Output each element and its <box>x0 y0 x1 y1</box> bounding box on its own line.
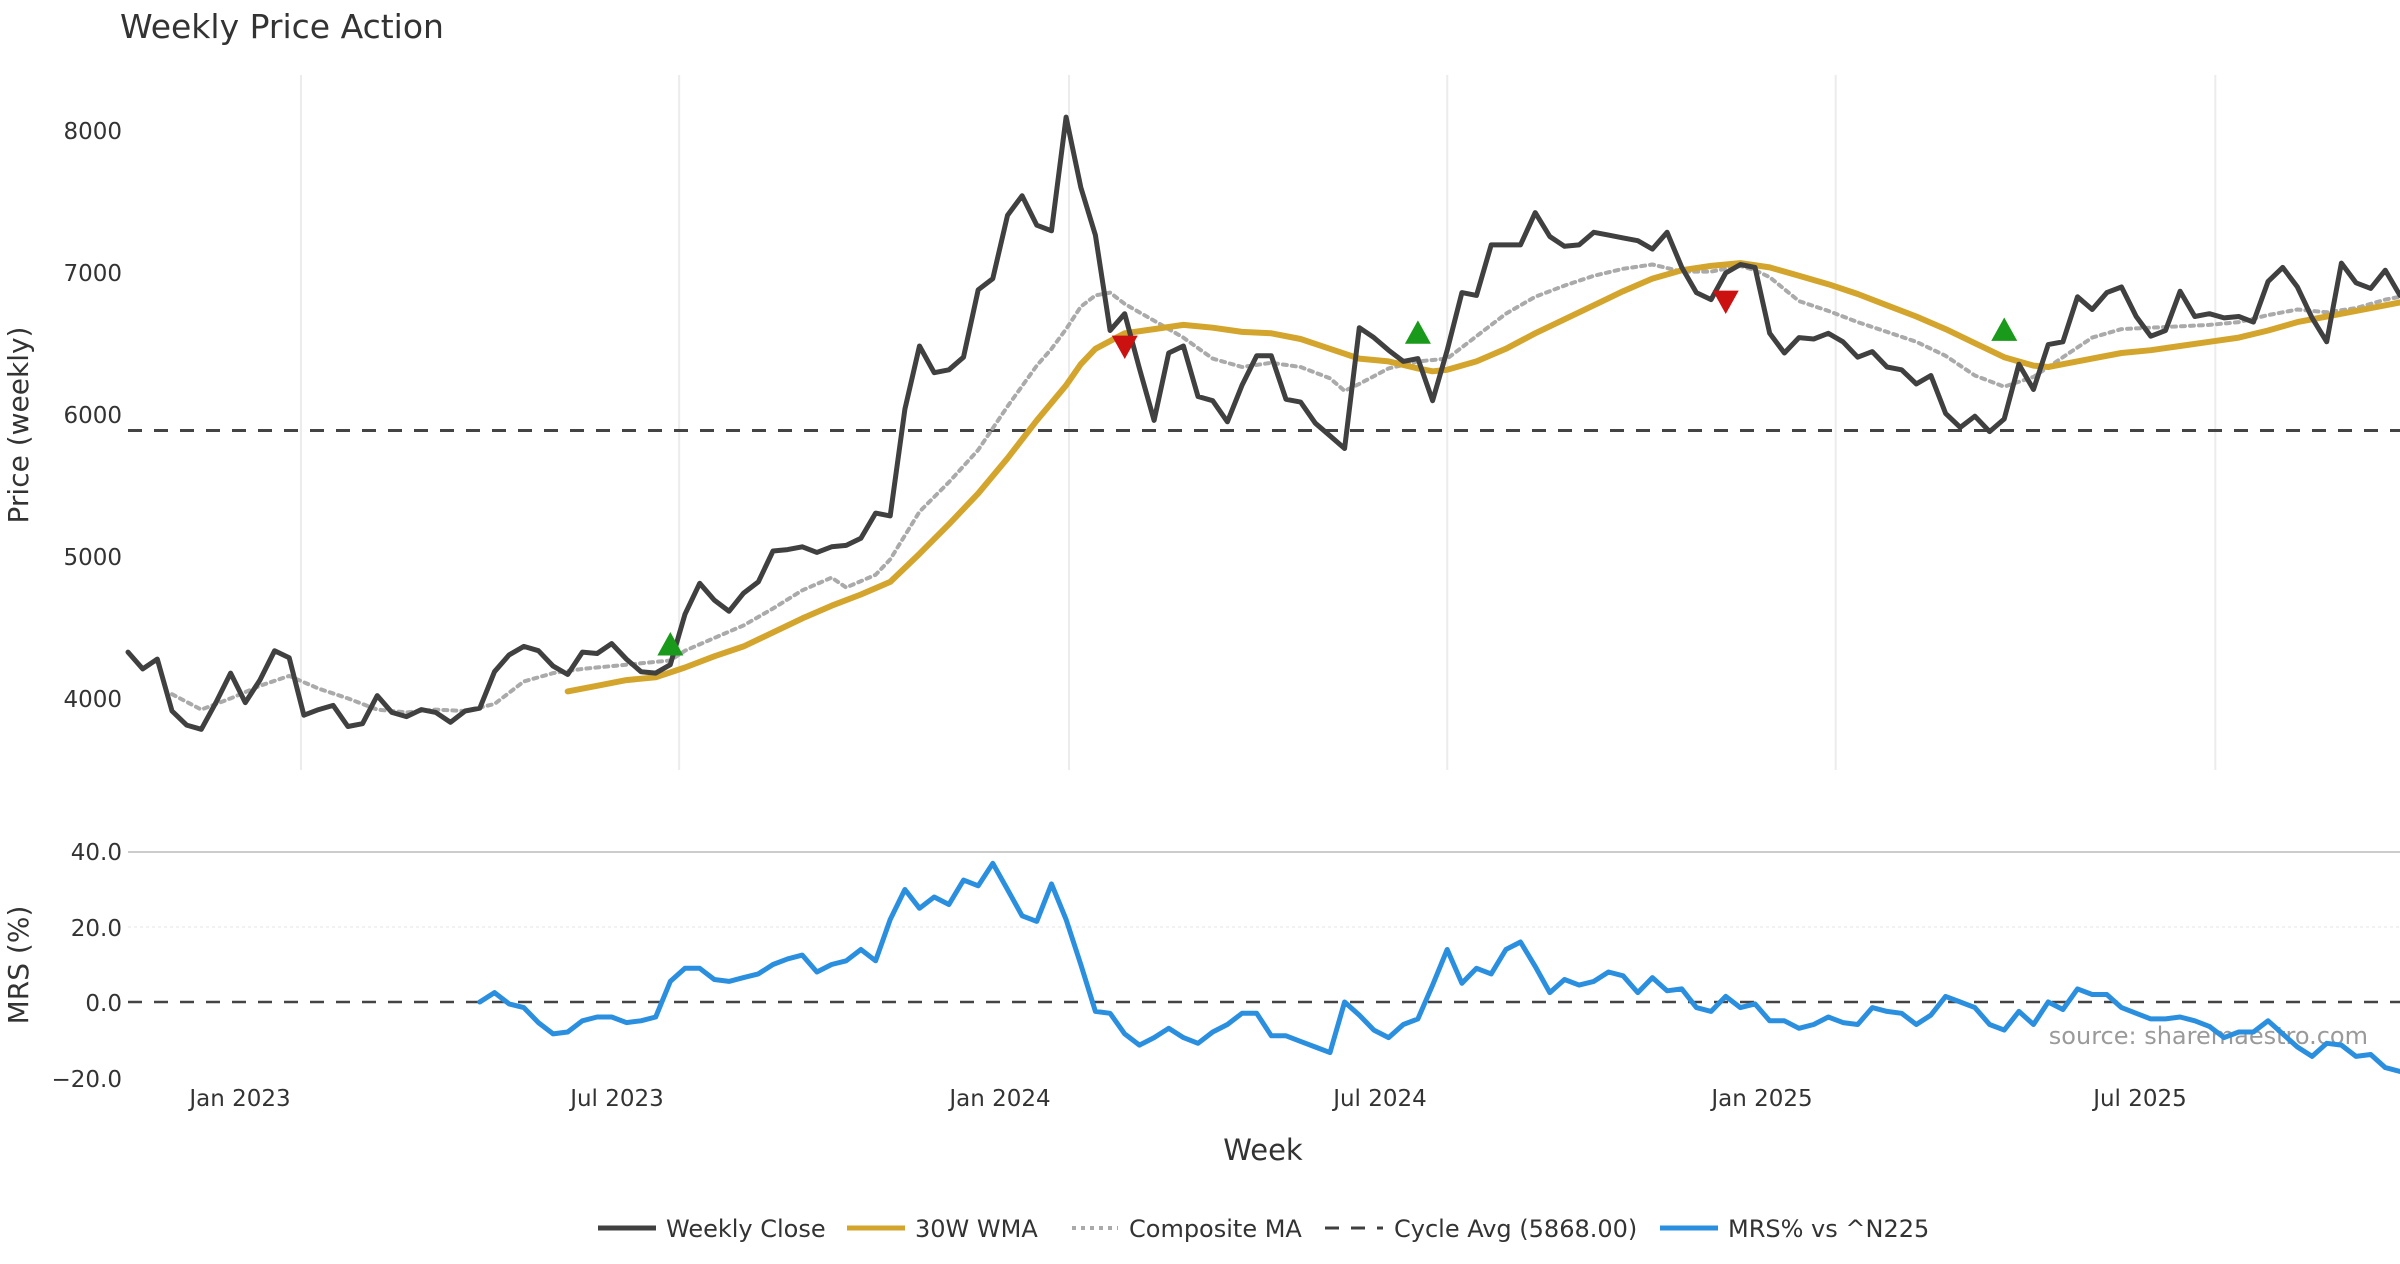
mrs-y-tick-label: −20.0 <box>52 1067 122 1093</box>
legend-label: Composite MA <box>1129 1215 1302 1243</box>
price-y-tick-label: 8000 <box>63 119 122 145</box>
legend: Weekly Close 30W WMA Composite MA Cycle … <box>598 1215 1929 1243</box>
mrs-y-ticks: 40.0 20.0 0.0 −20.0 <box>52 840 122 1093</box>
price-y-tick-label: 5000 <box>63 545 122 571</box>
legend-item-30w-wma: 30W WMA <box>847 1215 1038 1243</box>
price-y-axis-label: Price (weekly) <box>2 327 35 524</box>
legend-item-mrs: MRS% vs ^N225 <box>1660 1215 1929 1243</box>
mrs-y-tick-label: 40.0 <box>71 840 122 866</box>
buy-signal-marker <box>1991 317 2018 341</box>
composite-ma-line <box>170 262 2400 715</box>
x-tick-label: Jan 2023 <box>187 1086 290 1112</box>
mrs-gridlines <box>128 851 2400 1004</box>
weekly-close-line <box>125 114 2400 732</box>
x-axis-label: Week <box>1223 1133 1303 1167</box>
price-y-tick-label: 4000 <box>63 687 122 713</box>
price-gridlines <box>299 75 2217 770</box>
x-tick-label: Jul 2024 <box>1331 1086 1427 1112</box>
buy-signal-marker <box>657 632 684 656</box>
legend-label: Weekly Close <box>666 1215 826 1243</box>
price-y-tick-label: 7000 <box>63 261 122 287</box>
wma-30w-line <box>564 260 2400 695</box>
mrs-y-tick-label: 20.0 <box>71 916 122 942</box>
legend-label: Cycle Avg (5868.00) <box>1394 1215 1637 1243</box>
price-y-tick-label: 6000 <box>63 403 122 429</box>
chart-title: Weekly Price Action <box>120 7 444 46</box>
legend-item-composite-ma: Composite MA <box>1072 1215 1302 1243</box>
legend-label: 30W WMA <box>915 1215 1038 1243</box>
legend-label: MRS% vs ^N225 <box>1728 1215 1929 1243</box>
x-tick-label: Jul 2025 <box>2091 1086 2187 1112</box>
price-y-ticks: 4000 5000 6000 7000 8000 <box>63 119 122 713</box>
price-series-group <box>125 114 2400 732</box>
legend-item-weekly-close: Weekly Close <box>598 1215 826 1243</box>
sell-signal-marker <box>1712 290 1739 315</box>
mrs-y-tick-label: 0.0 <box>85 991 122 1017</box>
legend-item-cycle-avg: Cycle Avg (5868.00) <box>1325 1215 1637 1243</box>
mrs-y-axis-label: MRS (%) <box>2 906 35 1025</box>
x-tick-label: Jul 2023 <box>568 1086 664 1112</box>
mrs-series-group <box>477 860 2400 1074</box>
signal-markers <box>657 290 2018 656</box>
x-tick-label: Jan 2025 <box>1709 1086 1812 1112</box>
x-tick-label: Jan 2024 <box>947 1086 1050 1112</box>
sell-signal-marker <box>1111 335 1138 359</box>
buy-signal-marker <box>1404 320 1431 344</box>
x-ticks: Jan 2023 Jul 2023 Jan 2024 Jul 2024 Jan … <box>187 1086 2186 1112</box>
mrs-line <box>477 860 2400 1074</box>
